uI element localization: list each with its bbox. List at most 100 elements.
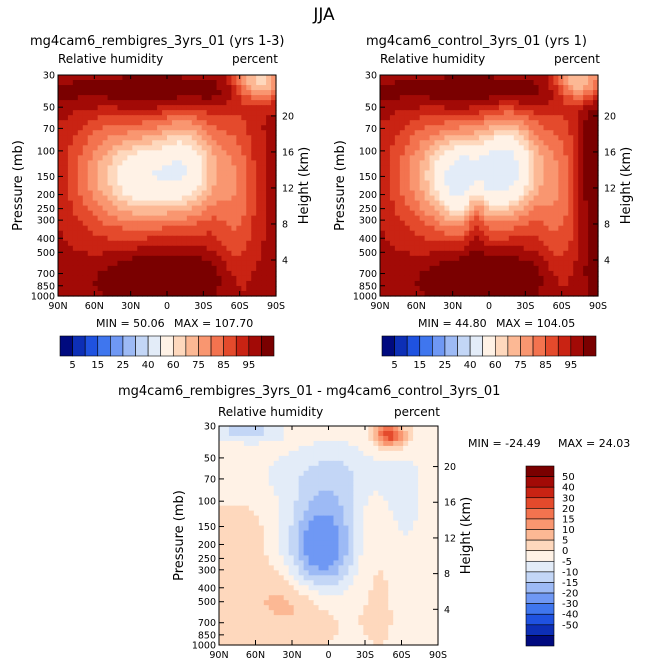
panel2-cell [508, 235, 515, 242]
panel2-cell [384, 90, 391, 96]
panel2-cell [419, 75, 426, 81]
panel1-cell [117, 140, 123, 146]
panel3-cell [428, 445, 434, 452]
panel1-cell [206, 275, 213, 282]
panel2-cell [588, 220, 594, 227]
panel1-cell [58, 165, 64, 172]
panel1-cell [266, 240, 272, 247]
panel2-cell [464, 290, 470, 297]
panel1-cell [266, 165, 272, 172]
panel1-cell [157, 115, 163, 121]
panel1-cell [231, 140, 237, 146]
panel2-cell [573, 225, 579, 232]
panel2-cell [394, 100, 401, 106]
panel3-cell [243, 525, 250, 532]
panel1-cell [216, 130, 223, 136]
panel1-cell [186, 200, 193, 207]
panel2-cell [553, 150, 559, 156]
panel1-cell [186, 245, 193, 252]
panel2-cell [404, 265, 411, 272]
panel2-cell [434, 110, 441, 116]
panel2-cell [518, 225, 525, 232]
panel2-cell [479, 205, 485, 212]
panel1-cell [162, 120, 168, 126]
panel1-cell [122, 105, 128, 111]
panel3-cell [338, 500, 345, 507]
panel2-cell [434, 275, 441, 282]
panel1-xtick-label: 60S [231, 301, 249, 312]
panel1-cell [132, 190, 138, 197]
panel1-cell [122, 170, 128, 177]
panel2-cell [588, 270, 594, 277]
panel1-cell [87, 135, 94, 141]
panel3-cell [348, 470, 354, 477]
panel2-cell [429, 280, 436, 287]
panel2-cell [429, 290, 436, 297]
panel1-cell [157, 285, 163, 292]
panel2-cell [429, 230, 436, 237]
panel1-cell [211, 245, 218, 252]
panel2-cell [508, 260, 515, 267]
panel2-cell [439, 275, 445, 282]
panel1-cell [201, 125, 208, 131]
panel1-cell [211, 100, 218, 106]
panel3-cell [233, 510, 240, 517]
panel2-cell [434, 205, 441, 212]
panel2-cell [588, 205, 594, 212]
panel1-cell [206, 95, 213, 101]
panel2-cell [558, 120, 564, 126]
panel1-cell [67, 260, 74, 267]
panel1-cell [211, 265, 218, 272]
panel2-cell [389, 290, 396, 297]
panel2-cell [558, 85, 564, 91]
panel1-cell [221, 265, 228, 272]
panel1-cell [77, 245, 84, 252]
panel2-cell [449, 245, 455, 252]
panel1-cell [67, 160, 74, 167]
panel2-cell [429, 245, 436, 252]
panel2-cell [548, 90, 554, 96]
panel1-cell [251, 215, 257, 222]
panel1-cell [162, 240, 168, 247]
panel2-cell [508, 250, 515, 257]
panel1-cell [162, 215, 168, 222]
panel2-cell [498, 245, 505, 252]
panel1-cell [176, 280, 183, 287]
panel2-cell [583, 230, 589, 237]
panel2-cell [498, 75, 505, 81]
panel1-cell [147, 265, 153, 272]
panel3-cell [358, 470, 364, 477]
panel3-cell [238, 495, 245, 502]
panel2-cell [543, 185, 550, 192]
panel1-cell [246, 260, 252, 267]
panel1-cell [196, 265, 203, 272]
panel2-cell [394, 125, 401, 131]
panel2-cell [444, 190, 450, 197]
panel2-cell [548, 145, 554, 151]
panel2-cell [384, 80, 391, 86]
panel1-cell [72, 245, 79, 252]
panel1-cell [97, 75, 104, 81]
panel2-cell [513, 105, 520, 111]
panel2-cell [404, 155, 411, 161]
panel2-cell [543, 160, 550, 167]
panel1-cell [231, 95, 237, 101]
panel3-cell [398, 495, 404, 502]
panel3-cell [373, 520, 379, 527]
panel1-cell [107, 90, 114, 96]
panel2-cell [573, 260, 579, 267]
panel2-cell [508, 115, 515, 121]
panel2-cell [414, 185, 421, 192]
panel1-cell [211, 95, 218, 101]
panel2-cell [538, 125, 545, 131]
panel2-cell [558, 170, 564, 177]
panel1-cell [271, 125, 277, 131]
panel1-cell [256, 250, 262, 257]
panel2-cell [399, 255, 406, 262]
panel1-cell [137, 155, 143, 161]
panel1-cell [132, 165, 138, 172]
panel3-cell [428, 490, 434, 497]
panel3-cell [428, 485, 434, 492]
panel1-cell [191, 285, 198, 292]
panel1-cell [216, 80, 223, 86]
